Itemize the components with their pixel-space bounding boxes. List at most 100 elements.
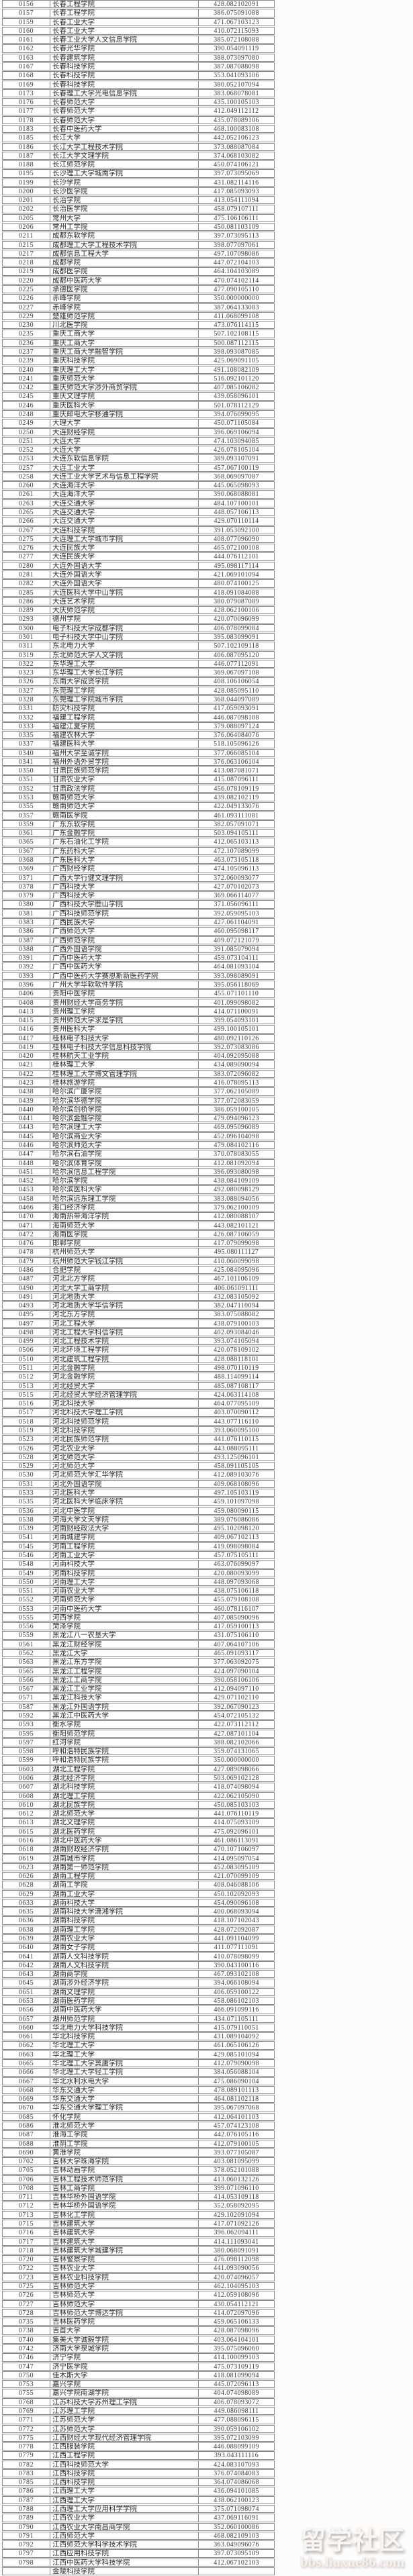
name-cell: 重庆科技学院 bbox=[50, 357, 199, 364]
code-cell: 0215 bbox=[3, 241, 50, 248]
code-cell: 0789 bbox=[3, 2514, 50, 2522]
name-cell: 哈尔滨师范大学 bbox=[50, 1142, 199, 1149]
code-cell: 0276 bbox=[3, 544, 50, 552]
table-row: 0173 长春理工大学光电信息学院 383.068078081 bbox=[2, 89, 275, 98]
score-cell: 421.070099109 bbox=[214, 1873, 259, 1880]
table-row: 0218 成都学院 447.072104103 bbox=[2, 258, 275, 267]
code-cell: 0218 bbox=[3, 259, 50, 266]
name-cell: 重庆师范大学 bbox=[50, 375, 199, 383]
score-cell: 415.079110051 bbox=[214, 2024, 259, 2032]
code-cell: 0280 bbox=[3, 562, 50, 570]
table-row: 0257 大连工业大学 457.067100119 bbox=[2, 463, 275, 472]
code-cell: 0728 bbox=[3, 2309, 50, 2317]
table-row: 0712 吉林华桥外国语学院 352.058092095 bbox=[2, 2201, 275, 2210]
name-cell: 河北经贸大学经济管理学院 bbox=[50, 1391, 199, 1399]
code-cell: 0538 bbox=[3, 1516, 50, 1524]
code-cell: 0328 bbox=[3, 695, 50, 703]
name-cell: 湖南财政经济学院 bbox=[50, 1846, 199, 1853]
score-cell: 448.097093068 bbox=[214, 1578, 259, 1586]
name-cell: 贵州理工学院 bbox=[50, 1007, 199, 1015]
code-cell: 0368 bbox=[3, 856, 50, 864]
code-cell: 0260 bbox=[3, 482, 50, 489]
score-cell: 412.080088107 bbox=[214, 1213, 259, 1220]
table-row: 0386 广西师范大学 460.095098117 bbox=[2, 927, 275, 936]
table-row: 0237 重庆工商大学融智学院 398.093087085 bbox=[2, 347, 275, 356]
score-cell: 456.078109119 bbox=[214, 785, 259, 793]
score-cell: 404.074098089 bbox=[214, 2389, 259, 2397]
code-cell: 0571 bbox=[3, 1694, 50, 1701]
name-cell: 吉林大学珠海学院 bbox=[50, 2158, 199, 2165]
score-cell: 410.072115093 bbox=[214, 27, 259, 35]
score-cell: 420.080093099 bbox=[214, 1569, 259, 1577]
code-cell: 0593 bbox=[3, 1721, 50, 1728]
name-cell: 河北工程大学 bbox=[50, 1320, 199, 1327]
table-row: 0713 吉林化工学院 429.102091094 bbox=[2, 2210, 275, 2220]
table-row: 0662 华北理工大学 461.065106126 bbox=[2, 2041, 275, 2050]
name-cell: 广东药科大学 bbox=[50, 847, 199, 855]
code-cell: 0340 bbox=[3, 749, 50, 756]
name-cell: 哈尔滨广厦学院 bbox=[50, 1088, 199, 1095]
score-cell: 488.114099114 bbox=[214, 1373, 259, 1381]
table-row: 0548 河南科技大学 463.076099097 bbox=[2, 1560, 275, 1569]
name-cell: 重庆师范大学涉外商贸学院 bbox=[50, 384, 199, 391]
score-cell: 441.093090056 bbox=[214, 2265, 259, 2272]
table-row: 0351 甘肃农业大学 415.087096111 bbox=[2, 775, 275, 784]
table-row: 0657 湖州师范学院 434.071105111 bbox=[2, 2014, 275, 2023]
score-cell: 411.077111091 bbox=[214, 1944, 259, 1951]
table-row: 0750 佳木斯大学 418.081099094 bbox=[2, 2371, 275, 2380]
score-cell: 406.059100122 bbox=[214, 1988, 259, 1996]
table-row: 0513 河北经贸大学 485.087108117 bbox=[2, 1381, 275, 1390]
name-cell: 黑龙江财经学院 bbox=[50, 1640, 199, 1648]
code-cell: 0753 bbox=[3, 2381, 50, 2388]
code-cell: 0416 bbox=[3, 1026, 50, 1033]
score-cell: 474.105096113 bbox=[214, 865, 259, 873]
table-row: 0452 哈尔滨学院 438.084109109 bbox=[2, 1177, 275, 1185]
name-cell: 河南科技大学 bbox=[50, 1561, 199, 1568]
name-cell: 河北民族师范学院 bbox=[50, 1436, 199, 1443]
table-row: 0597 红河学院 388.082102066 bbox=[2, 1738, 275, 1747]
table-row: 0559 黑龙江八一农垦大学 431.075106110 bbox=[2, 1631, 275, 1640]
table-row: 0717 吉林建筑大学 414.111093041 bbox=[2, 2237, 275, 2246]
code-cell: 0478 bbox=[3, 1248, 50, 1256]
table-row: 0183 长春中医药大学 468.100083108 bbox=[2, 124, 275, 134]
score-cell: 450.102092093 bbox=[214, 1890, 259, 1897]
score-cell: 401.099098082 bbox=[214, 999, 259, 1006]
name-cell: 江苏师范大学 bbox=[50, 2416, 199, 2424]
name-cell: 湖北经济学院 bbox=[50, 1774, 199, 1782]
score-cell: 424.097090104 bbox=[214, 1667, 259, 1675]
table-row: 0660 华北电力大学科技学院 415.079110051 bbox=[2, 2023, 275, 2032]
score-cell: 445.065098093 bbox=[214, 482, 259, 489]
code-cell: 0188 bbox=[3, 161, 50, 168]
code-cell: 0322 bbox=[3, 660, 50, 668]
score-cell: 383.075088082 bbox=[214, 1311, 259, 1318]
code-cell: 0636 bbox=[3, 1917, 50, 1924]
code-cell: 0791 bbox=[3, 2532, 50, 2540]
code-cell: 0421 bbox=[3, 1061, 50, 1069]
table-row: 0499 河北工程技术学院 393.074105094 bbox=[2, 1337, 275, 1346]
score-cell: 385.072108088 bbox=[214, 36, 259, 44]
score-cell: 462.104095103 bbox=[214, 2283, 259, 2290]
code-cell: 0771 bbox=[3, 2416, 50, 2424]
score-cell: 376.074084083 bbox=[214, 2469, 259, 2477]
score-cell: 516.092101120 bbox=[214, 375, 259, 383]
score-cell: 464.081102118 bbox=[214, 2095, 259, 2103]
table-row: 0301 电子科技大学中山学院 395.083099091 bbox=[2, 632, 275, 642]
table-row: 0643 湖南商学院 467.093102108 bbox=[2, 1970, 275, 1979]
name-cell: 广西财经学院 bbox=[50, 865, 199, 873]
name-cell: 河北金融学院 bbox=[50, 1365, 199, 1372]
code-cell: 0195 bbox=[3, 170, 50, 177]
name-cell: 广西中医药大学 bbox=[50, 963, 199, 971]
code-cell: 0201 bbox=[3, 197, 50, 204]
table-row: 0161 长春工业大学人文信息学院 385.072108088 bbox=[2, 36, 275, 44]
score-cell: 380.052107094 bbox=[214, 81, 259, 88]
name-cell: 常州工学院 bbox=[50, 224, 199, 231]
table-row: 0227 赤峰学院 387.064133083 bbox=[2, 303, 275, 311]
code-cell: 0787 bbox=[3, 2496, 50, 2504]
name-cell: 成都理工大学工程技术学院 bbox=[50, 241, 199, 248]
code-cell: 0778 bbox=[3, 2443, 50, 2450]
code-cell: 0506 bbox=[3, 1346, 50, 1354]
score-cell: 427.089098066 bbox=[214, 1765, 259, 1773]
name-cell: 广东东软学院 bbox=[50, 820, 199, 828]
score-cell: 373.088087084 bbox=[214, 143, 259, 150]
code-cell: 0735 bbox=[3, 2318, 50, 2326]
